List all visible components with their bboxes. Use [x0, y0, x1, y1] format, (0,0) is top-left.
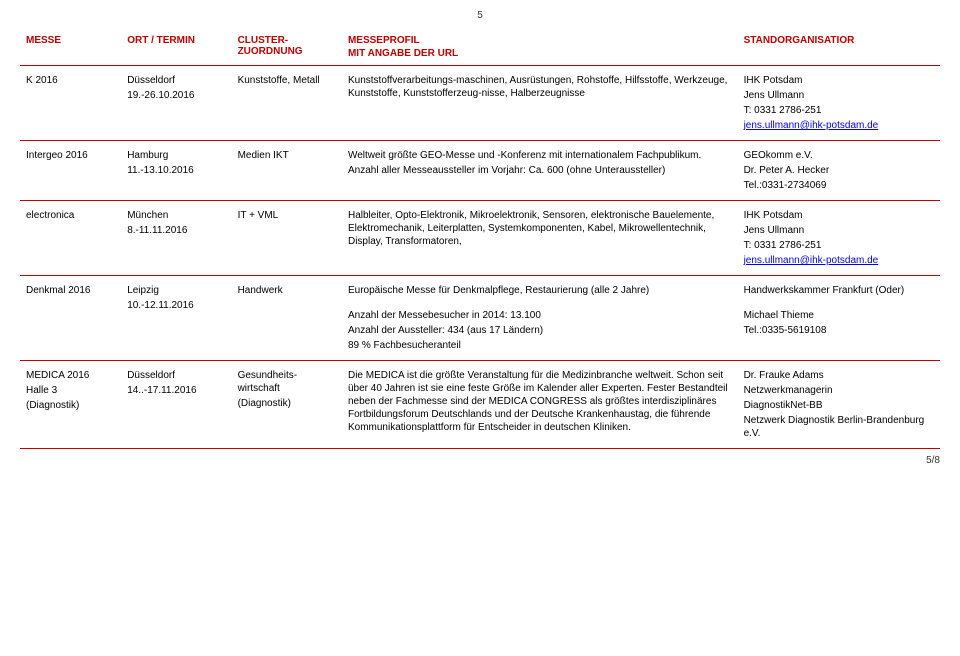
- cell-profil: Weltweit größte GEO-Messe und -Konferenz…: [342, 141, 738, 201]
- table-row: Denkmal 2016 Leipzig 10.-12.11.2016 Hand…: [20, 276, 940, 361]
- messe-line: (Diagnostik): [26, 400, 79, 411]
- cell-messe: Intergeo 2016: [20, 141, 121, 201]
- table-body: K 2016 Düsseldorf 19.-26.10.2016 Kunstst…: [20, 66, 940, 449]
- cell-messe: K 2016: [20, 66, 121, 141]
- org-line: Tel.:0331-2734069: [744, 180, 827, 191]
- org-line: Jens Ullmann: [744, 224, 934, 237]
- org-line: Netzwerk Diagnostik Berlin-Brandenburg e…: [744, 415, 925, 439]
- org-line: Michael Thieme: [744, 309, 934, 322]
- ort-city: Düsseldorf: [127, 369, 225, 382]
- ort-date: 8.-11.11.2016: [127, 225, 187, 236]
- cell-messe: electronica: [20, 201, 121, 276]
- header-profil: MESSEPROFIL MIT ANGABE DER URL: [342, 29, 738, 66]
- profil-line: Anzahl der Messebesucher in 2014: 13.100: [348, 309, 732, 322]
- org-line: IHK Potsdam: [744, 209, 934, 222]
- org-line: T: 0331 2786-251: [744, 239, 934, 252]
- cell-cluster: Gesundheits-wirtschaft (Diagnostik): [232, 361, 342, 449]
- cluster-line: (Diagnostik): [238, 398, 291, 409]
- org-line: Dr. Frauke Adams: [744, 369, 934, 382]
- cell-org: GEOkomm e.V. Dr. Peter A. Hecker Tel.:03…: [738, 141, 940, 201]
- org-email-link[interactable]: jens.ullmann@ihk-potsdam.de: [744, 120, 879, 131]
- org-line: DiagnostikNet-BB: [744, 399, 934, 412]
- cell-org: IHK Potsdam Jens Ullmann T: 0331 2786-25…: [738, 201, 940, 276]
- cell-messe: MEDICA 2016 Halle 3 (Diagnostik): [20, 361, 121, 449]
- org-line: Handwerkskammer Frankfurt (Oder): [744, 284, 934, 297]
- cell-ort: Düsseldorf 14..-17.11.2016: [121, 361, 231, 449]
- cell-profil: Halbleiter, Opto-Elektronik, Mikroelektr…: [342, 201, 738, 276]
- org-line: Jens Ullmann: [744, 89, 934, 102]
- cell-ort: Düsseldorf 19.-26.10.2016: [121, 66, 231, 141]
- cell-org: IHK Potsdam Jens Ullmann T: 0331 2786-25…: [738, 66, 940, 141]
- cell-ort: Leipzig 10.-12.11.2016: [121, 276, 231, 361]
- cell-profil: Kunststoffverarbeitungs-maschinen, Ausrü…: [342, 66, 738, 141]
- table-row: K 2016 Düsseldorf 19.-26.10.2016 Kunstst…: [20, 66, 940, 141]
- ort-city: Düsseldorf: [127, 74, 225, 87]
- cell-profil: Die MEDICA ist die größte Veranstaltung …: [342, 361, 738, 449]
- profil-line: Weltweit größte GEO-Messe und -Konferenz…: [348, 149, 732, 162]
- table-row: Intergeo 2016 Hamburg 11.-13.10.2016 Med…: [20, 141, 940, 201]
- ort-date: 10.-12.11.2016: [127, 300, 194, 311]
- cell-profil: Europäische Messe für Denkmalpflege, Res…: [342, 276, 738, 361]
- org-line: IHK Potsdam: [744, 74, 934, 87]
- profil-line: Europäische Messe für Denkmalpflege, Res…: [348, 284, 732, 297]
- profil-line: Anzahl aller Messeaussteller im Vorjahr:…: [348, 165, 665, 176]
- cell-ort: München 8.-11.11.2016: [121, 201, 231, 276]
- ort-date: 14..-17.11.2016: [127, 385, 196, 396]
- org-line: Tel.:0335-5619108: [744, 325, 827, 336]
- ort-city: Leipzig: [127, 284, 225, 297]
- ort-date: 11.-13.10.2016: [127, 165, 194, 176]
- ort-date: 19.-26.10.2016: [127, 90, 194, 101]
- header-cluster: CLUSTER-ZUORDNUNG: [232, 29, 342, 66]
- table-row: MEDICA 2016 Halle 3 (Diagnostik) Düsseld…: [20, 361, 940, 449]
- header-org: STANDORGANISATIOR: [738, 29, 940, 66]
- messe-line: Halle 3: [26, 384, 115, 397]
- profil-line: 89 % Fachbesucheranteil: [348, 340, 461, 351]
- cluster-line: Gesundheits-wirtschaft: [238, 369, 336, 395]
- cell-cluster: Kunststoffe, Metall: [232, 66, 342, 141]
- header-profil-line1: MESSEPROFIL: [348, 35, 732, 46]
- org-line: T: 0331 2786-251: [744, 104, 934, 117]
- cell-cluster: Medien IKT: [232, 141, 342, 201]
- cell-cluster: Handwerk: [232, 276, 342, 361]
- cell-org: Dr. Frauke Adams Netzwerkmanagerin Diagn…: [738, 361, 940, 449]
- cell-org: Handwerkskammer Frankfurt (Oder) Michael…: [738, 276, 940, 361]
- header-ort: ORT / TERMIN: [121, 29, 231, 66]
- cell-ort: Hamburg 11.-13.10.2016: [121, 141, 231, 201]
- header-messe: MESSE: [20, 29, 121, 66]
- ort-city: Hamburg: [127, 149, 225, 162]
- table-header-row: MESSE ORT / TERMIN CLUSTER-ZUORDNUNG MES…: [20, 29, 940, 66]
- profil-line: Anzahl der Aussteller: 434 (aus 17 Lände…: [348, 324, 732, 337]
- messe-table: MESSE ORT / TERMIN CLUSTER-ZUORDNUNG MES…: [20, 29, 940, 449]
- page-number-top: 5: [20, 10, 940, 21]
- table-row: electronica München 8.-11.11.2016 IT + V…: [20, 201, 940, 276]
- org-line: Dr. Peter A. Hecker: [744, 164, 934, 177]
- org-email-link[interactable]: jens.ullmann@ihk-potsdam.de: [744, 255, 879, 266]
- org-line: GEOkomm e.V.: [744, 149, 934, 162]
- cell-cluster: IT + VML: [232, 201, 342, 276]
- cell-messe: Denkmal 2016: [20, 276, 121, 361]
- messe-line: MEDICA 2016: [26, 369, 115, 382]
- ort-city: München: [127, 209, 225, 222]
- header-profil-line2: MIT ANGABE DER URL: [348, 48, 458, 59]
- page-number-bottom: 5/8: [20, 455, 940, 466]
- org-line: Netzwerkmanagerin: [744, 384, 934, 397]
